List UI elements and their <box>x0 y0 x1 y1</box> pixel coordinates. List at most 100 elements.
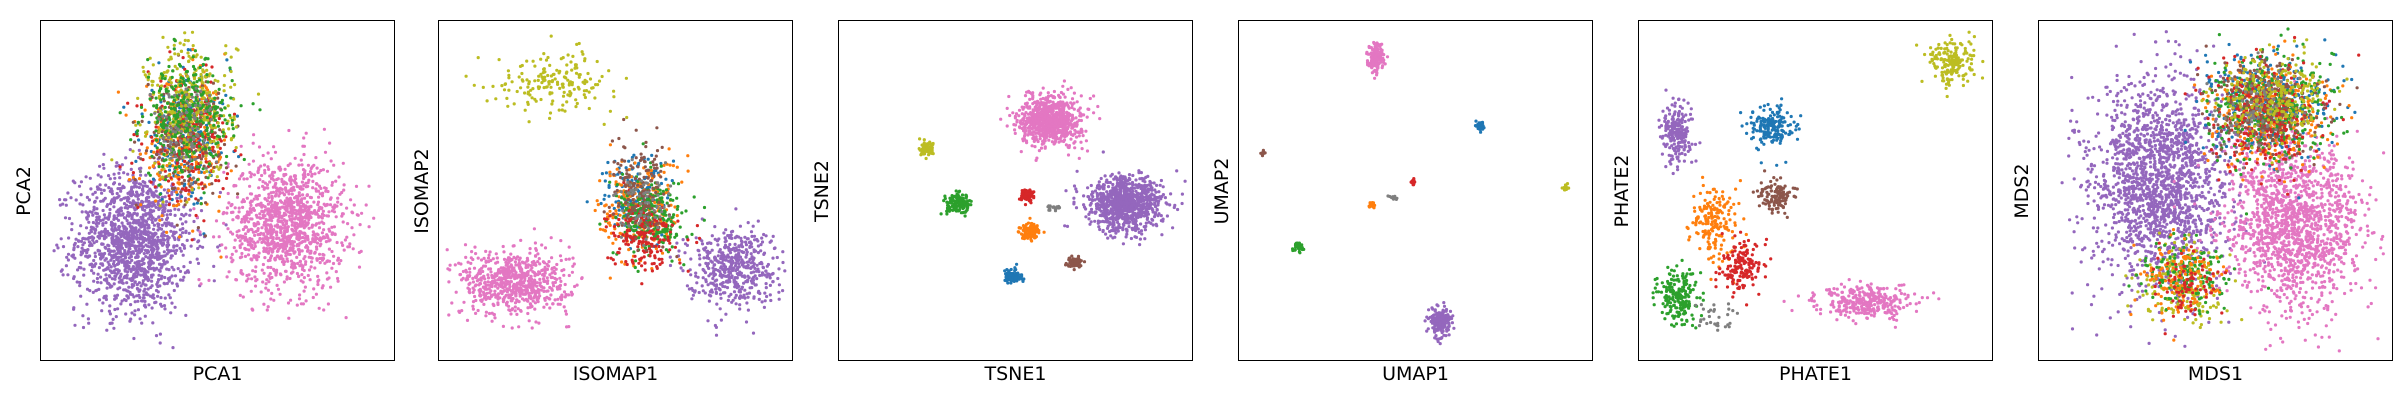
data-point <box>224 93 228 97</box>
data-point <box>306 163 310 167</box>
data-point <box>187 112 192 116</box>
data-point <box>189 56 193 60</box>
data-point <box>567 257 571 261</box>
data-point <box>308 170 313 174</box>
data-point <box>148 208 152 212</box>
data-point <box>129 228 134 232</box>
data-point <box>199 209 204 213</box>
data-point <box>152 234 156 238</box>
data-point <box>288 246 292 250</box>
data-point <box>288 177 292 181</box>
data-point <box>175 196 179 200</box>
data-point <box>152 203 156 207</box>
data-point <box>211 145 215 149</box>
data-point <box>485 291 489 295</box>
data-point <box>274 186 278 190</box>
data-point <box>148 215 152 219</box>
data-point <box>468 270 472 274</box>
data-point <box>137 228 141 232</box>
data-point <box>175 158 179 162</box>
data-point <box>229 210 234 215</box>
data-point <box>203 84 207 88</box>
data-point <box>182 159 187 163</box>
data-point <box>157 117 161 121</box>
data-point <box>182 214 186 218</box>
data-point <box>167 136 171 140</box>
data-point <box>316 282 320 287</box>
data-point <box>199 170 203 174</box>
data-point <box>182 43 186 47</box>
data-point <box>476 308 480 313</box>
data-point <box>141 296 145 300</box>
data-point <box>131 149 135 153</box>
data-point <box>127 233 131 238</box>
data-point <box>270 249 275 253</box>
data-point <box>476 56 480 60</box>
data-point <box>262 163 267 167</box>
data-point <box>484 249 488 253</box>
data-point <box>254 213 258 217</box>
data-point <box>205 151 209 155</box>
data-point <box>181 231 185 235</box>
data-point <box>520 63 524 68</box>
data-point <box>165 234 169 238</box>
data-point <box>170 281 174 285</box>
data-point <box>169 107 173 111</box>
data-point <box>266 236 270 240</box>
data-point <box>165 217 169 222</box>
data-point <box>546 73 550 78</box>
data-point <box>179 217 183 221</box>
data-point <box>323 186 327 190</box>
data-point <box>285 236 289 240</box>
data-point <box>249 172 254 176</box>
data-point <box>154 300 158 304</box>
data-point <box>349 198 353 202</box>
data-point <box>95 207 99 211</box>
data-point <box>87 240 91 244</box>
data-point <box>306 245 310 250</box>
data-point <box>548 306 552 310</box>
data-point <box>159 227 164 231</box>
data-point <box>493 284 497 288</box>
data-point <box>84 175 88 179</box>
data-point <box>67 216 72 221</box>
data-point <box>281 246 285 251</box>
data-point <box>235 230 239 234</box>
data-point <box>112 217 116 221</box>
data-point <box>100 242 104 246</box>
data-point <box>172 47 176 51</box>
data-point <box>153 193 157 197</box>
data-point <box>577 41 581 46</box>
data-point <box>154 96 158 100</box>
data-point <box>154 129 158 133</box>
data-point <box>139 203 143 207</box>
data-point <box>313 250 317 254</box>
data-point <box>174 155 178 159</box>
data-point <box>195 53 199 57</box>
data-point <box>332 254 336 258</box>
data-point <box>135 274 139 279</box>
data-point <box>210 129 214 134</box>
data-point <box>234 278 239 282</box>
data-point <box>162 152 166 156</box>
data-point <box>144 196 149 200</box>
data-point <box>166 209 170 213</box>
data-point <box>315 236 319 241</box>
data-point <box>510 292 514 297</box>
data-point <box>103 196 107 200</box>
data-point <box>136 299 140 303</box>
data-point <box>150 306 154 310</box>
data-point <box>347 245 351 249</box>
data-point <box>161 35 165 39</box>
data-point <box>587 90 591 94</box>
data-point <box>182 244 186 248</box>
data-point <box>464 74 468 78</box>
data-point <box>127 256 131 260</box>
data-point <box>259 290 263 294</box>
data-point <box>144 292 148 296</box>
data-point <box>112 228 116 232</box>
data-point <box>574 105 578 109</box>
data-point <box>546 279 550 283</box>
data-point <box>198 104 202 108</box>
data-point <box>264 217 268 221</box>
